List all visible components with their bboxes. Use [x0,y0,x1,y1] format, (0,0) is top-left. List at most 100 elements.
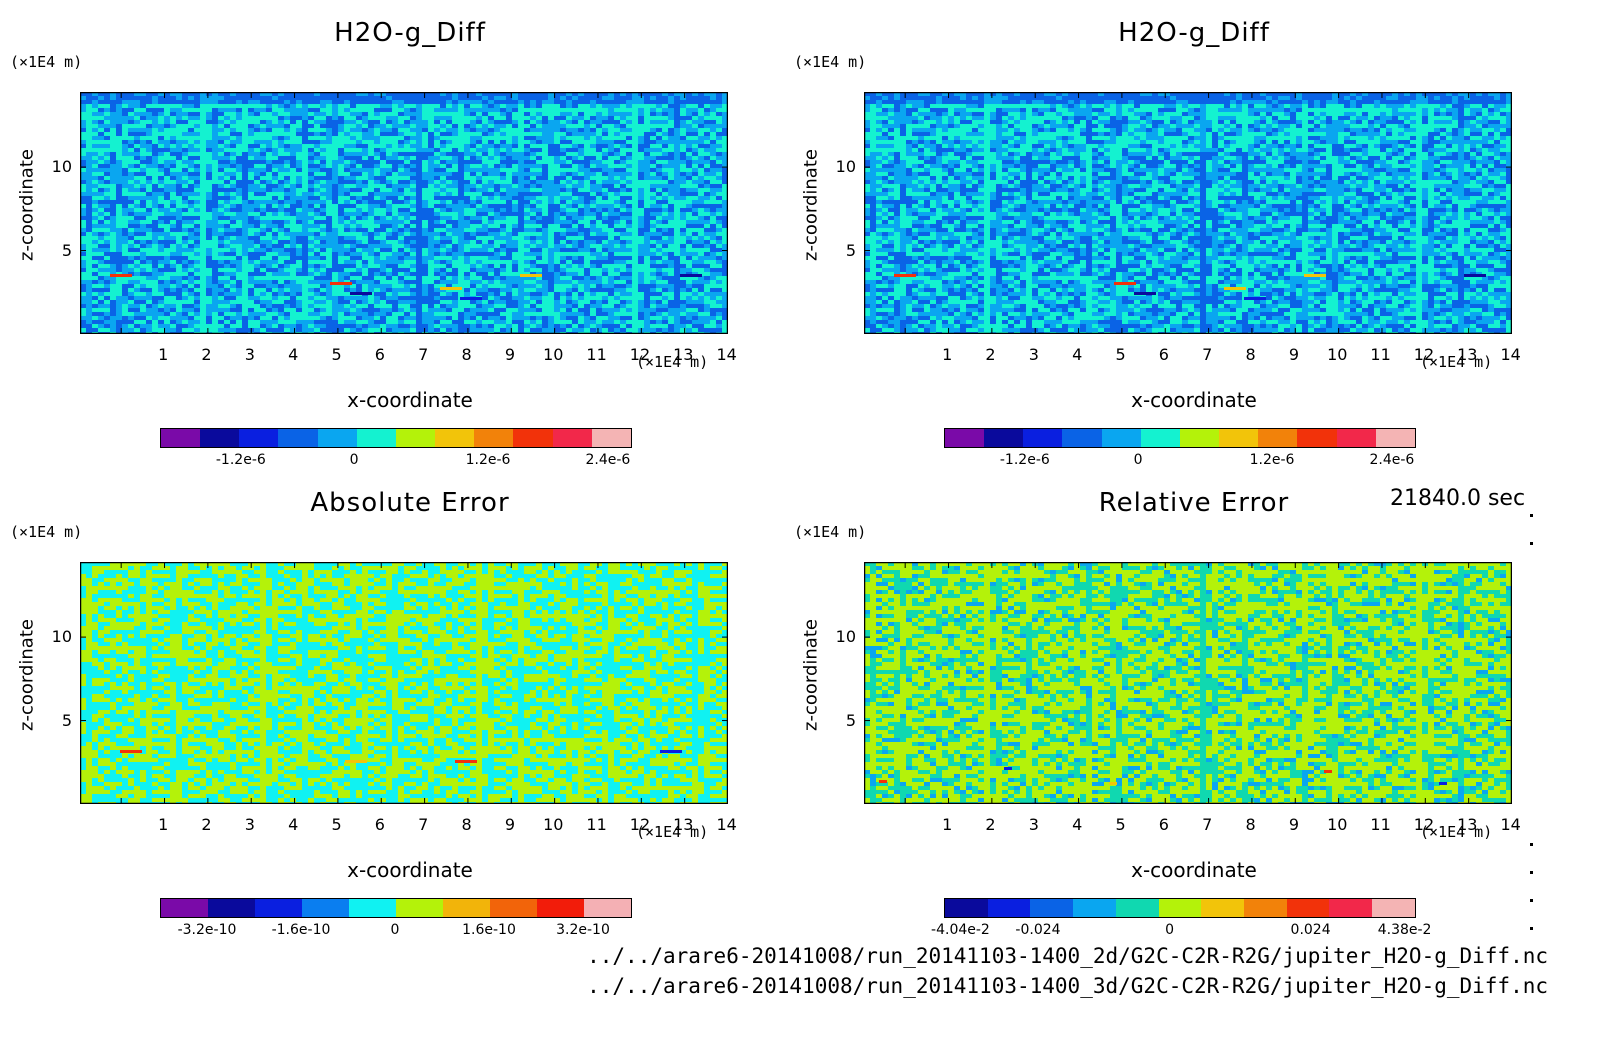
heatmap-cell [242,300,248,304]
heatmap-cell [260,204,266,208]
heatmap-cell [1140,108,1146,112]
heatmap-cell [146,112,152,116]
heatmap-cell [302,160,308,164]
heatmap-cell [674,132,680,136]
heatmap-cell [338,284,344,288]
heatmap-cell [200,196,206,200]
heatmap-cell [698,248,704,252]
heatmap-cell [224,108,230,112]
heatmap-cell [242,236,248,240]
heatmap-cell [1272,100,1278,104]
heatmap-cell [248,280,254,284]
heatmap-cell [194,228,200,232]
heatmap-cell [320,144,326,148]
heatmap-cell [674,188,680,192]
heatmap-cell [656,216,662,220]
heatmap-cell [398,220,404,224]
heatmap-cell [326,112,332,116]
heatmap-cell [680,132,686,136]
heatmap-cell [608,320,614,324]
heatmap-cell [212,160,218,164]
heatmap-cell [392,204,398,208]
heatmap-cell [668,272,674,276]
heatmap-cell [1350,92,1356,96]
colorbar-segment [161,429,201,447]
heatmap-cell [644,104,650,108]
heatmap-cell [948,108,954,112]
heatmap-cell [626,232,632,236]
heatmap-cell [170,156,176,160]
heatmap-cell [1104,100,1110,104]
heatmap-cell [716,192,722,196]
heatmap-cell [140,196,146,200]
heatmap-cell [272,164,278,168]
heatmap-cell [350,284,356,288]
heatmap-cell [710,124,716,128]
heatmap-cell [92,228,98,232]
heatmap-cell [722,204,728,208]
heatmap-cell [686,264,692,268]
heatmap-cell [554,120,560,124]
heatmap-cell [512,184,518,188]
heatmap-cell [680,124,686,128]
heatmap-cell [674,164,680,168]
heatmap-cell [182,224,188,228]
heatmap-cell [584,256,590,260]
heatmap-cell [182,204,188,208]
heatmap-cell [650,260,656,264]
heatmap-cell [704,176,710,180]
heatmap-cell [1260,100,1266,104]
heatmap-cell [128,128,134,132]
heatmap-cell [482,104,488,108]
heatmap-cell [272,132,278,136]
heatmap-cell [656,184,662,188]
heatmap-cell [404,184,410,188]
heatmap-cell [320,196,326,200]
heatmap-cell [644,204,650,208]
heatmap-cell [476,92,482,96]
heatmap-cell [188,208,194,212]
heatmap-cell [128,140,134,144]
heatmap-cell [692,216,698,220]
heatmap-cell [206,220,212,224]
heatmap-cell [500,188,506,192]
heatmap-cell [410,264,416,268]
heatmap-cell [362,192,368,196]
heatmap-cell [632,304,638,308]
heatmap-cell [542,208,548,212]
heatmap-cell [218,304,224,308]
heatmap-cell [662,268,668,272]
heatmap-cell [668,200,674,204]
heatmap-cell [278,256,284,260]
heatmap-cell [548,200,554,204]
heatmap-cell [410,260,416,264]
heatmap-cell [272,152,278,156]
heatmap-cell [146,276,152,280]
heatmap-cell [608,164,614,168]
heatmap-cell [470,276,476,280]
heatmap-cell [230,148,236,152]
heatmap-cell [398,156,404,160]
heatmap-cell [494,180,500,184]
heatmap-cell [362,288,368,292]
heatmap-cell [1290,108,1296,112]
heatmap-cell [476,224,482,228]
heatmap-cell [512,156,518,160]
heatmap-cell [362,216,368,220]
heatmap-cell [458,264,464,268]
heatmap-cell [338,232,344,236]
heatmap-cell [104,240,110,244]
heatmap-cell [482,144,488,148]
heatmap-cell [200,200,206,204]
heatmap-cell [218,200,224,204]
heatmap-cell [1206,108,1212,112]
heatmap-cell [482,248,488,252]
heatmap-cell [650,296,656,300]
heatmap-cell [674,308,680,312]
heatmap-cell [566,128,572,132]
heatmap-cell [590,280,596,284]
heatmap-cell [398,292,404,296]
heatmap-cell [140,264,146,268]
heatmap-cell [158,312,164,316]
heatmap-cell [272,312,278,316]
